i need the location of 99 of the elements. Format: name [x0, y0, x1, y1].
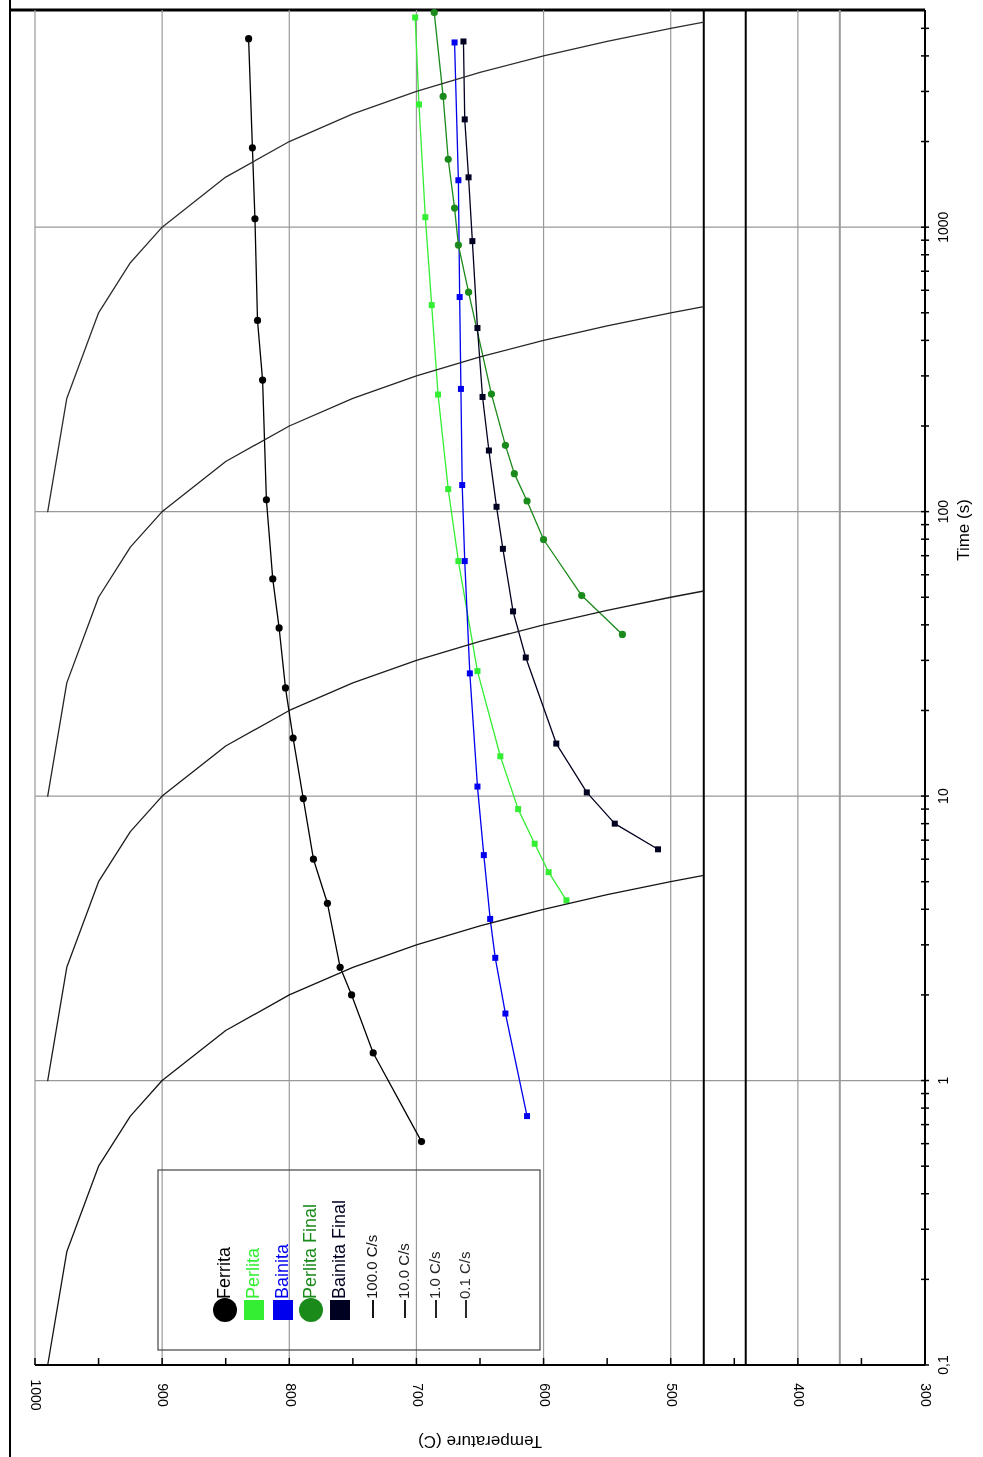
x-tick-label: 700: [409, 1383, 426, 1407]
text: Ferrita: [213, 1246, 234, 1299]
point: [412, 14, 419, 21]
y-tick-label: 100: [934, 499, 951, 524]
point: [245, 35, 253, 43]
text: 10.0 C/s: [394, 1243, 412, 1299]
text: Perlita: [242, 1246, 263, 1299]
text: Perlita Final: [299, 1203, 320, 1299]
x-axis-title: Temperature (C): [418, 1431, 542, 1451]
point: [258, 376, 267, 384]
point: [299, 794, 307, 803]
point: [499, 545, 506, 552]
point: [466, 670, 473, 677]
point: [444, 155, 452, 163]
point: [369, 1049, 377, 1057]
point: [487, 390, 496, 398]
point: [457, 385, 464, 392]
point: [456, 294, 463, 301]
point: [422, 214, 429, 221]
point: [479, 393, 486, 400]
x-tick-label: 600: [536, 1383, 553, 1407]
point: [415, 101, 422, 108]
point: [563, 897, 570, 904]
point: [531, 840, 538, 847]
point: [497, 753, 504, 760]
x-tick-label: 800: [282, 1383, 299, 1407]
point: [553, 740, 560, 747]
point: [487, 915, 494, 922]
point: [510, 608, 517, 615]
text: Bainita: [271, 1242, 292, 1299]
point: [336, 963, 344, 971]
point: [545, 869, 552, 876]
point: [474, 783, 481, 790]
point: [539, 535, 548, 544]
line-series: [47, 305, 705, 797]
point: [430, 8, 438, 17]
point: [655, 846, 661, 853]
point: [253, 316, 262, 325]
point: [417, 1138, 426, 1146]
point: [523, 497, 531, 505]
text: 0.1 C/s: [455, 1251, 473, 1299]
line-series: [47, 874, 705, 1366]
point: [522, 654, 529, 661]
y-tick-label: 10: [934, 788, 951, 804]
point: [618, 630, 626, 639]
point: [474, 325, 481, 332]
point: [464, 288, 473, 296]
point: [502, 1010, 509, 1017]
y-tick-label: 1: [934, 1076, 951, 1085]
point: [480, 852, 487, 859]
x-tick-label: 400: [791, 1383, 808, 1407]
point: [485, 447, 492, 454]
line-series: [47, 21, 705, 513]
point: [492, 954, 499, 961]
point: [275, 624, 283, 632]
point: [347, 991, 356, 999]
point: [289, 734, 297, 742]
point: [455, 177, 462, 184]
point: [469, 238, 476, 245]
point: [515, 806, 522, 813]
line-series: [47, 590, 705, 1082]
point: [459, 482, 466, 489]
point: [474, 668, 481, 675]
point: [493, 503, 500, 510]
x-tick-label: 900: [155, 1383, 172, 1407]
point: [248, 144, 257, 152]
point: [445, 486, 452, 493]
point: [460, 38, 467, 45]
point: [450, 204, 459, 212]
point: [439, 92, 447, 100]
point: [611, 820, 618, 827]
point: [461, 558, 468, 565]
point: [451, 39, 458, 46]
point: [501, 441, 510, 449]
point: [435, 391, 442, 398]
y-tick-label: 0,1: [934, 1355, 951, 1375]
point: [281, 684, 290, 692]
text: Bainita Final: [328, 1199, 349, 1299]
point: [583, 789, 590, 796]
y-tick-label: 1000: [934, 211, 951, 243]
point: [524, 1113, 531, 1120]
x-tick-label: 500: [664, 1383, 681, 1407]
text: 1.0 C/s: [425, 1251, 443, 1299]
point: [323, 899, 332, 907]
point: [309, 855, 318, 863]
point: [262, 496, 270, 504]
x-tick-label: 300: [918, 1383, 935, 1407]
text: 100.0 C/s: [362, 1234, 380, 1299]
x-tick-label: 1000: [28, 1379, 45, 1411]
point: [251, 215, 259, 223]
point: [428, 302, 435, 309]
y-axis-title: Time (s): [954, 499, 974, 561]
point: [461, 116, 468, 123]
point: [454, 241, 462, 249]
point: [455, 558, 462, 565]
point: [465, 174, 472, 181]
point: [578, 591, 586, 600]
point: [269, 575, 277, 583]
point: [510, 470, 518, 478]
